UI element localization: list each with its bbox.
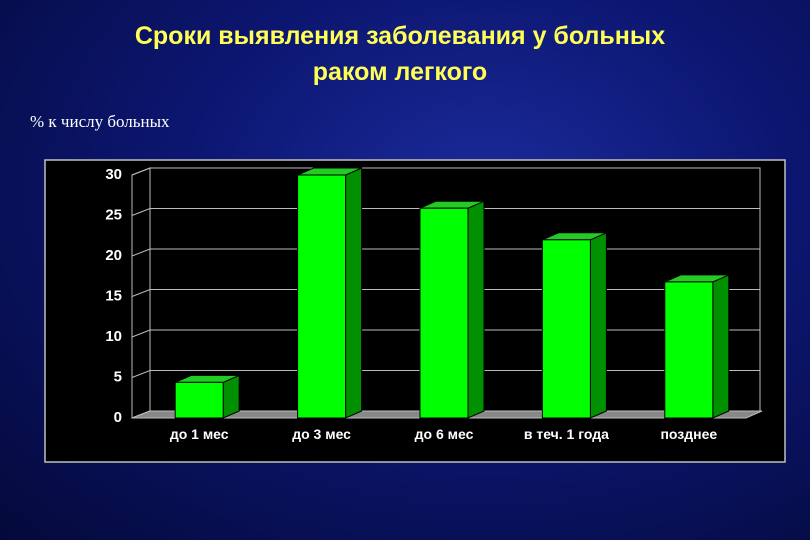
bar	[297, 174, 347, 419]
grid-line	[131, 208, 760, 216]
grid-line	[131, 167, 760, 176]
x-tick-label: до 3 мес	[292, 426, 351, 442]
bar	[419, 207, 469, 419]
y-axis-label: % к числу больных	[30, 112, 170, 131]
bar-side	[712, 274, 730, 419]
bar	[174, 381, 224, 419]
y-tick-label: 5	[114, 368, 122, 385]
bar-side	[345, 167, 363, 419]
x-tick-label: в теч. 1 года	[523, 426, 609, 442]
x-tick-label: до 1 мес	[169, 426, 229, 442]
bar-side	[589, 232, 607, 419]
bar-side	[467, 200, 485, 419]
x-tick-label: позднее	[660, 426, 718, 442]
y-tick-label: 25	[105, 206, 122, 223]
y-tick-label: 15	[105, 287, 122, 304]
x-tick-label: до 6 мес	[414, 426, 474, 442]
y-tick-label: 10	[105, 328, 122, 345]
y-tick-label: 30	[105, 166, 122, 183]
y-tick-label: 20	[105, 247, 122, 264]
chart-title: Сроки выявления заболевания у больных ра…	[134, 22, 666, 86]
y-tick-label: 0	[114, 409, 122, 426]
bar	[541, 239, 591, 419]
bar	[664, 281, 714, 419]
